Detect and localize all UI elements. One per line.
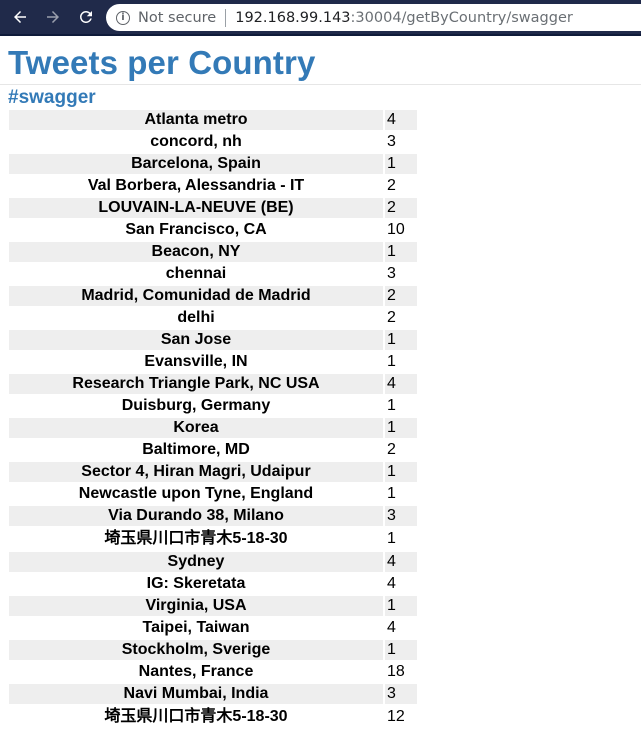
- count-cell: 3: [385, 684, 417, 704]
- table-row: Newcastle upon Tyne, England 1: [9, 484, 417, 504]
- security-label: Not secure: [138, 9, 217, 26]
- location-cell: San Jose: [9, 330, 383, 350]
- location-cell: IG: Skeretata: [146, 575, 246, 592]
- table-row: delhi 2: [9, 308, 417, 328]
- table-row: Val Borbera, Alessandria - IT 2: [9, 176, 417, 196]
- count-cell: 1: [387, 397, 396, 414]
- count-cell: 1: [385, 418, 417, 438]
- location-cell: Val Borbera, Alessandria - IT: [87, 177, 305, 194]
- table-row: concord, nh 3: [9, 132, 417, 152]
- info-icon[interactable]: i: [116, 10, 130, 25]
- location-cell: Evansville, IN: [144, 353, 248, 370]
- count-cell: 2: [387, 309, 396, 326]
- count-cell: 4: [385, 552, 417, 572]
- table-row: Atlanta metro 4: [9, 110, 417, 130]
- toolbar-divider: [0, 34, 641, 36]
- table-row: LOUVAIN-LA-NEUVE (BE) 2: [9, 198, 417, 218]
- location-cell: Sydney: [9, 552, 383, 572]
- tweets-table: Atlanta metro 4 concord, nh 3 Barcelona, Spa…: [7, 108, 419, 730]
- location-cell: Taipei, Taiwan: [142, 619, 250, 636]
- table-row: Navi Mumbai, India 3: [9, 684, 417, 704]
- count-cell: 1: [385, 330, 417, 350]
- browser-toolbar: i Not secure 192.168.99.143:30004/getByC…: [0, 0, 641, 34]
- page-title: Tweets per Country: [8, 44, 316, 81]
- table-row: Beacon, NY 1: [9, 242, 417, 262]
- table-row: Barcelona, Spain 1: [9, 154, 417, 174]
- count-cell: 3: [387, 133, 396, 150]
- count-cell: 2: [385, 286, 417, 306]
- location-cell: Stockholm, Sverige: [9, 640, 383, 660]
- count-cell: 10: [387, 221, 405, 238]
- url-host: 192.168.99.143: [235, 9, 351, 26]
- count-cell: 3: [385, 506, 417, 526]
- count-cell: 1: [385, 462, 417, 482]
- location-cell: Duisburg, Germany: [121, 397, 271, 414]
- count-cell: 4: [387, 619, 396, 636]
- table-row: Evansville, IN 1: [9, 352, 417, 372]
- address-bar[interactable]: i Not secure 192.168.99.143:30004/getByC…: [106, 4, 641, 31]
- table-row: San Francisco, CA 10: [9, 220, 417, 240]
- table-row: 埼玉県川口市青木5-18-30 12: [9, 706, 417, 728]
- count-cell: 1: [385, 242, 417, 262]
- location-cell: 埼玉県川口市青木5-18-30: [104, 530, 288, 547]
- table-row: Stockholm, Sverige 1: [9, 640, 417, 660]
- location-cell: Newcastle upon Tyne, England: [78, 485, 314, 502]
- count-cell: 4: [385, 110, 417, 130]
- count-cell: 18: [387, 663, 405, 680]
- count-cell: 1: [385, 640, 417, 660]
- location-cell: 埼玉県川口市青木5-18-30: [104, 708, 288, 725]
- table-row: Duisburg, Germany 1: [9, 396, 417, 416]
- table-row: Taipei, Taiwan 4: [9, 618, 417, 638]
- count-cell: 12: [387, 708, 405, 725]
- location-cell: Baltimore, MD: [142, 441, 250, 458]
- count-cell: 2: [387, 441, 396, 458]
- location-cell: chennai: [165, 265, 227, 282]
- table-row: Sector 4, Hiran Magri, Udaipur 1: [9, 462, 417, 482]
- url-path: :30004/getByCountry/swagger: [350, 9, 573, 26]
- table-row: Via Durando 38, Milano 3: [9, 506, 417, 526]
- forward-arrow-icon[interactable]: [42, 6, 64, 28]
- count-cell: 1: [387, 485, 396, 502]
- location-cell: LOUVAIN-LA-NEUVE (BE): [9, 198, 383, 218]
- location-cell: San Francisco, CA: [125, 221, 267, 238]
- table-row: Korea 1: [9, 418, 417, 438]
- address-separator: [225, 8, 227, 27]
- count-cell: 4: [387, 575, 396, 592]
- count-cell: 2: [387, 177, 396, 194]
- location-cell: delhi: [177, 309, 215, 326]
- location-cell: Beacon, NY: [9, 242, 383, 262]
- location-cell: Virginia, USA: [9, 596, 383, 616]
- location-cell: Sector 4, Hiran Magri, Udaipur: [9, 462, 383, 482]
- title-divider: [0, 84, 641, 85]
- count-cell: 1: [387, 530, 396, 547]
- count-cell: 1: [387, 353, 396, 370]
- location-cell: Nantes, France: [138, 663, 254, 680]
- table-row: Virginia, USA 1: [9, 596, 417, 616]
- count-cell: 2: [385, 198, 417, 218]
- location-cell: Navi Mumbai, India: [9, 684, 383, 704]
- count-cell: 1: [385, 154, 417, 174]
- location-cell: Korea: [9, 418, 383, 438]
- table-row: Madrid, Comunidad de Madrid 2: [9, 286, 417, 306]
- location-cell: Madrid, Comunidad de Madrid: [9, 286, 383, 306]
- table-row: 埼玉県川口市青木5-18-30 1: [9, 528, 417, 550]
- location-cell: Research Triangle Park, NC USA: [9, 374, 383, 394]
- page-subtitle: #swagger: [8, 87, 96, 108]
- reload-icon[interactable]: [75, 6, 97, 28]
- count-cell: 3: [387, 265, 396, 282]
- location-cell: Via Durando 38, Milano: [9, 506, 383, 526]
- table-row: Nantes, France 18: [9, 662, 417, 682]
- location-cell: Barcelona, Spain: [9, 154, 383, 174]
- location-cell: Atlanta metro: [9, 110, 383, 130]
- count-cell: 1: [385, 596, 417, 616]
- back-arrow-icon[interactable]: [9, 6, 31, 28]
- table-row: Sydney 4: [9, 552, 417, 572]
- location-cell: concord, nh: [150, 133, 242, 150]
- table-row: San Jose 1: [9, 330, 417, 350]
- table-row: Baltimore, MD 2: [9, 440, 417, 460]
- table-row: chennai 3: [9, 264, 417, 284]
- count-cell: 4: [385, 374, 417, 394]
- table-row: Research Triangle Park, NC USA 4: [9, 374, 417, 394]
- table-row: IG: Skeretata 4: [9, 574, 417, 594]
